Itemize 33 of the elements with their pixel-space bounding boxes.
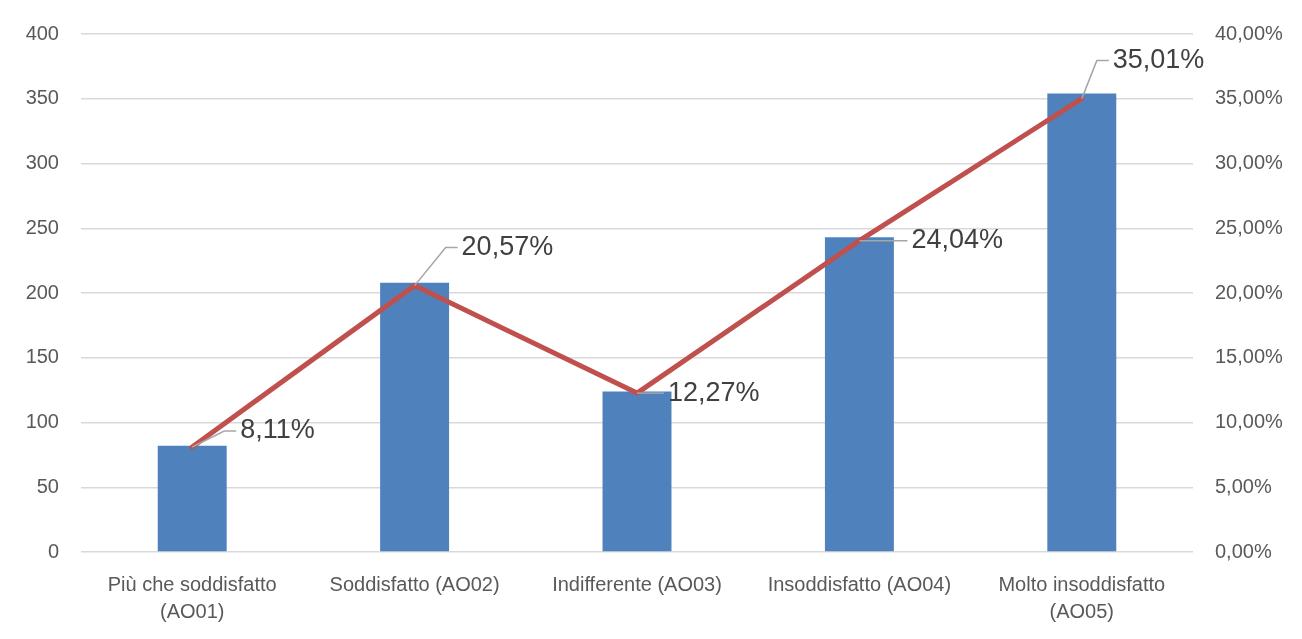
bar [380, 282, 450, 552]
y2-tick-label: 25,00% [1215, 215, 1284, 238]
bar [824, 237, 894, 552]
y-tick-label: 300 [25, 151, 59, 174]
data-label: 8,11% [240, 414, 315, 445]
x-tick-label: Indifferente (AO03) [552, 573, 722, 596]
x-tick-label: Molto insoddisfatto (AO05) [998, 573, 1166, 623]
y2-tick-label: 20,00% [1215, 280, 1284, 303]
y-tick-label: 50 [36, 474, 59, 497]
y-tick-label: 400 [25, 21, 59, 44]
data-label: 35,01% [1112, 44, 1205, 75]
y-tick-label: 350 [25, 86, 59, 109]
y-tick-label: 0 [47, 539, 59, 562]
data-label: 24,04% [911, 224, 1003, 255]
y2-tick-label: 5,00% [1215, 474, 1272, 497]
y2-tick-label: 40,00% [1215, 21, 1284, 44]
bar [1047, 93, 1117, 552]
y-tick-label: 150 [25, 345, 59, 368]
y2-tick-label: 0,00% [1215, 539, 1272, 562]
data-label: 20,57% [461, 231, 554, 262]
data-label: 12,27% [668, 376, 760, 407]
y-tick-label: 250 [25, 215, 59, 238]
x-tick-label: Più che soddisfatto (AO01) [107, 573, 277, 623]
x-tick-label: Soddisfatto (AO02) [329, 573, 500, 596]
x-tick-label: Insoddisfatto (AO04) [767, 573, 952, 596]
y2-tick-label: 10,00% [1215, 410, 1284, 433]
bar [602, 391, 672, 552]
y2-tick-label: 30,00% [1215, 151, 1284, 174]
bar [157, 445, 227, 552]
y2-tick-label: 15,00% [1215, 345, 1284, 368]
y2-tick-label: 35,00% [1215, 86, 1284, 109]
y-tick-label: 100 [25, 410, 59, 433]
y-tick-label: 200 [25, 280, 59, 303]
